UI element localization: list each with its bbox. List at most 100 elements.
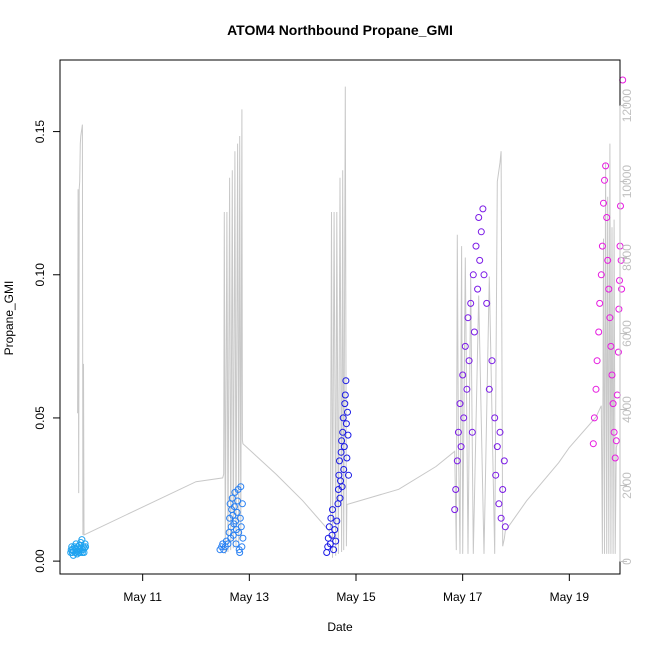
data-point-4-10 <box>602 162 610 170</box>
y2-tick-label-1: 2000 <box>620 472 634 499</box>
y-tick-label-0: 0.00 <box>33 549 47 573</box>
data-point-3-23 <box>483 299 491 307</box>
data-point-3-2 <box>453 457 461 465</box>
chart-title: ATOM4 Northbound Propane_GMI <box>227 22 453 38</box>
data-point-2-26 <box>341 391 349 399</box>
data-point-1-17 <box>230 503 238 511</box>
data-point-4-20 <box>612 437 620 445</box>
data-point-4-1 <box>590 414 598 422</box>
data-point-4-7 <box>598 242 606 250</box>
data-point-1-22 <box>233 508 241 516</box>
data-point-4-14 <box>606 314 614 322</box>
y2-tick-label-0: 0 <box>620 558 634 565</box>
data-point-2-27 <box>342 377 350 385</box>
data-point-3-25 <box>488 357 496 365</box>
data-point-2-29 <box>343 454 351 462</box>
data-point-3-0 <box>451 506 459 514</box>
data-point-4-13 <box>605 285 613 293</box>
data-point-4-17 <box>609 400 617 408</box>
y-axis-right: 0 2000 4000 6000 8000 10000 12000 <box>619 89 634 565</box>
data-point-3-11 <box>465 357 473 365</box>
x-tick-label-0: May 11 <box>123 590 162 604</box>
data-point-4-6 <box>597 271 605 279</box>
data-point-2-31 <box>344 431 352 439</box>
data-point-2-32 <box>345 471 352 479</box>
data-point-3-26 <box>491 414 499 422</box>
data-point-0-28 <box>82 543 90 551</box>
data-point-2-7 <box>329 506 336 514</box>
x-tick-label-2: May 15 <box>336 590 376 604</box>
data-point-3-32 <box>499 486 507 493</box>
data-point-2-22 <box>339 414 347 422</box>
secondary-series-line <box>77 86 618 558</box>
data-point-3-29 <box>495 500 503 508</box>
data-point-3-4 <box>456 400 464 408</box>
y-axis: 0.00 0.05 0.10 0.15 <box>33 120 61 573</box>
data-point-4-5 <box>596 299 604 307</box>
data-point-4-16 <box>608 371 616 379</box>
data-point-4-12 <box>604 256 612 264</box>
data-point-2-16 <box>336 494 344 502</box>
y2-tick-label-4: 8000 <box>620 244 634 271</box>
scatter-points-layer <box>67 76 627 559</box>
data-point-4-0 <box>589 440 597 448</box>
data-point-0-27 <box>81 540 89 548</box>
data-point-2-23 <box>340 466 348 473</box>
data-point-1-25 <box>235 529 243 536</box>
data-point-3-27 <box>492 471 500 479</box>
data-point-3-12 <box>467 299 475 307</box>
data-point-3-24 <box>485 385 493 393</box>
data-point-2-21 <box>339 428 347 436</box>
data-point-1-20 <box>232 540 240 548</box>
data-point-4-9 <box>601 176 608 184</box>
data-point-4-3 <box>593 357 601 365</box>
data-point-3-16 <box>472 242 480 250</box>
data-point-4-28 <box>618 285 626 293</box>
data-point-2-9 <box>331 526 339 534</box>
data-point-3-30 <box>496 428 504 436</box>
data-point-3-28 <box>493 443 501 451</box>
data-point-1-28 <box>236 514 244 522</box>
x-tick-label-1: May 13 <box>230 590 270 604</box>
data-point-2-19 <box>338 437 346 445</box>
data-point-3-22 <box>480 271 488 279</box>
data-point-3-19 <box>476 256 484 264</box>
y-tick-label-2: 0.10 <box>33 263 47 287</box>
data-point-3-5 <box>457 443 465 451</box>
data-point-3-17 <box>474 285 482 293</box>
data-point-3-14 <box>469 271 477 279</box>
data-point-3-20 <box>477 228 485 236</box>
data-point-4-18 <box>610 428 618 436</box>
data-point-3-34 <box>501 523 509 531</box>
data-point-4-29 <box>619 76 627 84</box>
x-axis: May 11 May 13 May 15 May 17 May 19 <box>123 573 589 604</box>
data-point-2-11 <box>333 517 341 525</box>
data-point-3-1 <box>452 486 460 493</box>
data-point-4-19 <box>611 454 619 462</box>
data-point-1-13 <box>228 494 236 502</box>
data-point-2-25 <box>341 400 349 408</box>
data-point-3-33 <box>500 457 508 465</box>
data-point-4-23 <box>615 305 623 313</box>
data-point-3-8 <box>461 342 469 350</box>
data-point-1-31 <box>238 543 246 551</box>
y-axis-title: Propane_GMI <box>2 281 16 356</box>
data-point-2-10 <box>332 537 340 545</box>
data-point-2-30 <box>344 408 351 416</box>
data-point-2-3 <box>325 523 333 531</box>
data-point-2-15 <box>336 457 343 465</box>
y2-tick-label-6: 12000 <box>620 89 634 123</box>
data-point-4-2 <box>592 385 600 393</box>
data-point-4-22 <box>614 348 622 356</box>
data-point-3-7 <box>460 414 468 422</box>
plot-frame <box>59 59 621 575</box>
x-axis-title: Date <box>327 620 353 634</box>
data-point-2-5 <box>327 514 335 522</box>
data-point-2-24 <box>340 443 348 451</box>
data-point-3-10 <box>464 314 472 322</box>
data-point-1-33 <box>239 534 247 542</box>
data-point-2-4 <box>326 540 334 548</box>
data-point-4-11 <box>603 214 611 221</box>
data-point-3-13 <box>468 428 476 436</box>
x-tick-label-3: May 17 <box>443 590 483 604</box>
